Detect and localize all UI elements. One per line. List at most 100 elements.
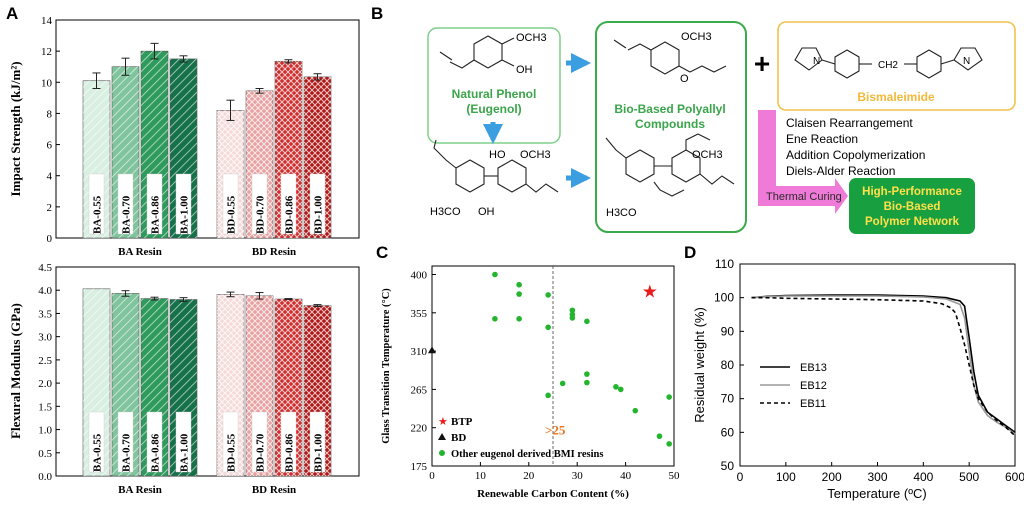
reaction-claisen: Claisen Rearrangement: [786, 116, 913, 130]
impact-bar-label-bg: [309, 173, 326, 235]
dimer-och3-top: OCH3: [520, 149, 551, 161]
impact-bar-label: BD-0.55: [226, 195, 238, 234]
bismaleimide-box: [777, 21, 1016, 111]
panel-letter-c: C: [376, 243, 388, 262]
tga-xtick-label: 0: [737, 470, 744, 484]
tg-threshold-label: >25: [545, 423, 566, 438]
flexural-ytick-label: 3.0: [38, 332, 52, 344]
tg-point-other: [613, 384, 619, 390]
impact-ytick-label: 6: [47, 140, 53, 152]
impact-y-axis: 0 2 4 6 8 10 12 14 BA Resin BD Resin: [41, 15, 296, 258]
panel-d: D Residual weight (%) Temperature (ºC) 5…: [684, 243, 1024, 501]
tg-point-bd: [428, 346, 436, 354]
tga-line-eb12: [751, 295, 1016, 435]
tg-point-other: [545, 292, 551, 298]
impact-ytick-label: 0: [47, 233, 53, 245]
impact-group-label: BA Resin: [118, 246, 162, 258]
impact-ytick-label: 8: [47, 108, 53, 120]
tg-point-other: [666, 441, 672, 447]
flexural-bar-label: BA-1.00: [179, 433, 191, 472]
panel-a: A Impact Strength (kJ/m²) 0 2 4 6 8 10 12 14 BA …: [6, 4, 360, 496]
flexural-group-label: BA Resin: [118, 484, 162, 496]
tg-xtick-label: 20: [523, 470, 535, 482]
flexural-ytick-label: 4.5: [38, 262, 52, 274]
bismaleimide-label: Bismaleimide: [857, 90, 935, 104]
tg-xtick-label: 0: [429, 470, 435, 482]
impact-bar-label: BA-0.70: [121, 195, 133, 234]
tga-ytick-label: 110: [715, 257, 734, 271]
legend-other-marker: [439, 450, 445, 456]
thermal-curing-arrow: [758, 110, 848, 214]
tga-xtick-label: 300: [867, 470, 887, 484]
tg-xtick-label: 40: [620, 470, 632, 482]
panel-letter-d: D: [684, 243, 696, 262]
tg-xtick-label: 10: [475, 470, 487, 482]
flexural-bar-label: BD-0.86: [284, 433, 296, 472]
tg-axes: 175 220 265 310 355 400 0 10 20 30 40 50: [411, 266, 680, 482]
tg-point-other: [545, 392, 551, 399]
tga-ytick-label: 80: [721, 358, 735, 372]
tg-point-other: [516, 291, 522, 297]
dimer-h3co: H3CO: [430, 206, 461, 218]
legend-bd-marker: [438, 433, 446, 440]
eugenol-structure: [439, 35, 515, 69]
impact-bar-label-bg: [117, 173, 134, 235]
impact-ylabel: Impact Strength (kJ/m²): [8, 61, 23, 196]
bmi-ch2: CH2: [878, 60, 898, 71]
reaction-diels-alder: Diels-Alder Reaction: [786, 164, 895, 178]
polyallyl-structure: [605, 39, 735, 197]
tga-xtick-label: 400: [913, 470, 933, 484]
impact-bar-label: BA-0.55: [92, 195, 104, 234]
impact-group-label: BD Resin: [252, 246, 296, 258]
product-line-2: Bio-Based: [884, 201, 941, 213]
impact-bar-label: BD-0.70: [255, 195, 267, 234]
polyallyl-box: [595, 21, 747, 233]
tg-ytick-label: 355: [411, 308, 428, 320]
eugenol-oh: OH: [516, 64, 533, 76]
tga-ytick-label: 70: [721, 392, 735, 406]
panel-letter-a: A: [6, 4, 18, 23]
panel-b: B OCH3 OH Natural Phenol (Eugenol) HO OC…: [371, 4, 1016, 234]
tga-line-eb13: [751, 294, 1016, 433]
flexural-ytick-label: 0.0: [38, 471, 52, 483]
plus-sign: +: [754, 48, 770, 79]
flexural-bar-label-bg: [309, 411, 326, 473]
flexural-ytick-label: 2.5: [38, 355, 52, 367]
flexural-bar-label-bg: [175, 411, 192, 473]
tg-point-other: [492, 271, 498, 278]
tg-point-other: [516, 315, 522, 322]
impact-bars: BA-0.55 BA-0.70 BA-0.86 BA-1.00 BD-0.55 BD-0.…: [82, 42, 332, 239]
flexural-group-label: BD Resin: [252, 484, 296, 496]
impact-bar-label: BD-0.86: [284, 195, 296, 234]
tg-point-other: [569, 307, 576, 314]
tga-lines: [751, 294, 1016, 437]
flexural-bar-label: BA-0.86: [150, 433, 162, 472]
tg-point-other: [516, 281, 522, 288]
flexural-bar-label-bg: [146, 411, 163, 473]
polyallyl-dimer-och3: OCH3: [692, 149, 723, 161]
eugenol-label-2: (Eugenol): [466, 102, 521, 116]
flexural-y-axis: 0.0 0.5 1.0 1.5 2.0 2.5 3.0 3.5 4.0 4.5 BA Resin BD…: [38, 262, 296, 496]
tg-ytick-label: 175: [411, 461, 428, 473]
impact-ytick-label: 2: [47, 202, 53, 214]
tg-point-other: [666, 394, 672, 400]
eugenol-label-1: Natural Phenol: [452, 87, 537, 101]
impact-ytick-label: 4: [47, 171, 53, 183]
product-line-3: Polymer Network: [865, 216, 960, 228]
tg-xtick-label: 30: [572, 470, 584, 482]
flexural-bar-label-bg: [117, 411, 134, 473]
tga-xlabel: Temperature (ºC): [827, 486, 926, 501]
tg-ytick-label: 400: [411, 270, 428, 282]
tg-point-other: [545, 324, 551, 331]
tga-line-eb11: [751, 296, 1016, 437]
tg-legend: ★ BTP BD Other eugenol derived BMI resin…: [438, 416, 603, 460]
tg-ytick-label: 265: [411, 384, 428, 396]
flexural-bar-label-bg: [222, 411, 239, 473]
tga-xtick-label: 500: [959, 470, 979, 484]
tga-xtick-label: 200: [822, 470, 842, 484]
polyallyl-label-2: Compounds: [635, 117, 705, 131]
impact-ytick-label: 12: [41, 46, 52, 58]
polyallyl-o: O: [680, 73, 689, 85]
impact-bar-label-bg: [88, 173, 105, 235]
flexural-bar-label: BD-1.00: [313, 433, 325, 472]
